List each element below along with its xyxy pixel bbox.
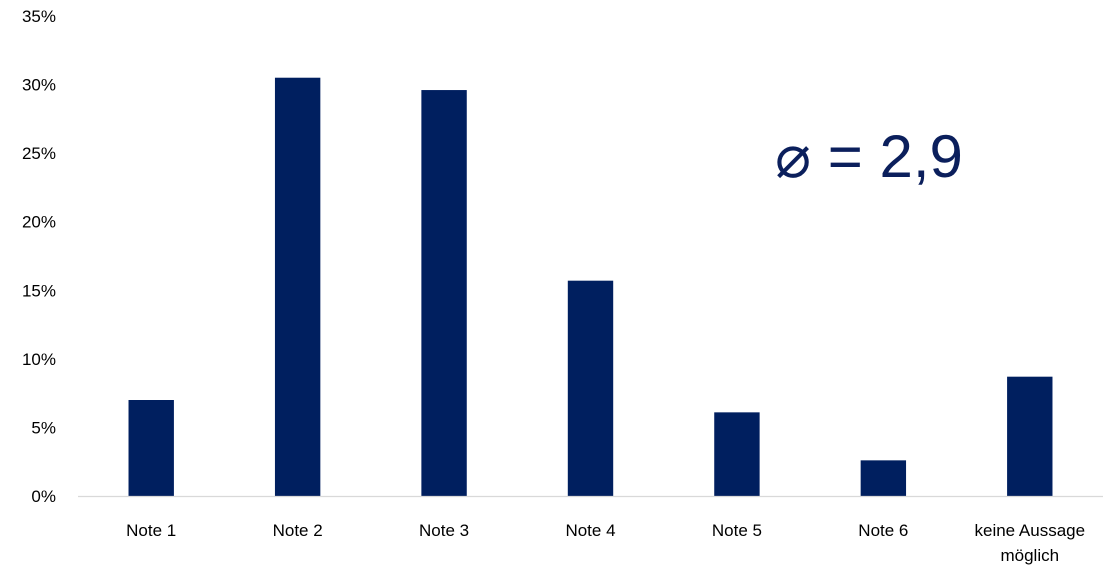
y-tick-label: 20% — [22, 213, 56, 232]
x-tick-label: Note 3 — [419, 521, 469, 540]
x-tick-label: Note 1 — [126, 521, 176, 540]
x-tick-label-line: Note 5 — [712, 521, 762, 540]
x-tick-label-line: Note 1 — [126, 521, 176, 540]
bars — [128, 77, 1053, 497]
x-axis: Note 1 Note 2 Note 3 Note 4 Note 5 Note 6 kein… — [126, 521, 1085, 565]
y-tick-label: 15% — [22, 281, 56, 300]
bar — [274, 77, 321, 496]
x-tick-label-line: Note 2 — [273, 521, 323, 540]
bar — [714, 412, 760, 496]
bar — [567, 280, 614, 496]
y-tick-label: 5% — [31, 418, 56, 437]
y-tick-label: 0% — [31, 487, 56, 506]
y-tick-label: 10% — [22, 350, 56, 369]
x-tick-label-line: Note 3 — [419, 521, 469, 540]
x-tick-label-line: Note 4 — [565, 521, 615, 540]
x-tick-label: Note 4 — [565, 521, 615, 540]
x-tick-label-line: möglich — [1000, 546, 1059, 565]
x-tick-label: Note 5 — [712, 521, 762, 540]
bar — [860, 460, 907, 496]
y-tick-label: 30% — [22, 76, 56, 95]
bar — [128, 400, 174, 496]
bar — [1007, 376, 1053, 496]
y-axis: 0% 5% 10% 15% 20% 25% 30% 35% — [22, 7, 56, 506]
x-tick-label: keine Aussage möglich — [974, 521, 1085, 565]
x-tick-label: Note 2 — [273, 521, 323, 540]
x-tick-label-line: Note 6 — [858, 521, 908, 540]
y-tick-label: 25% — [22, 144, 56, 163]
x-tick-label: Note 6 — [858, 521, 908, 540]
y-tick-label: 35% — [22, 7, 56, 26]
average-annotation: ⌀ = 2,9 — [775, 123, 963, 190]
x-tick-label-line: keine Aussage — [974, 521, 1085, 540]
bar — [421, 90, 467, 497]
